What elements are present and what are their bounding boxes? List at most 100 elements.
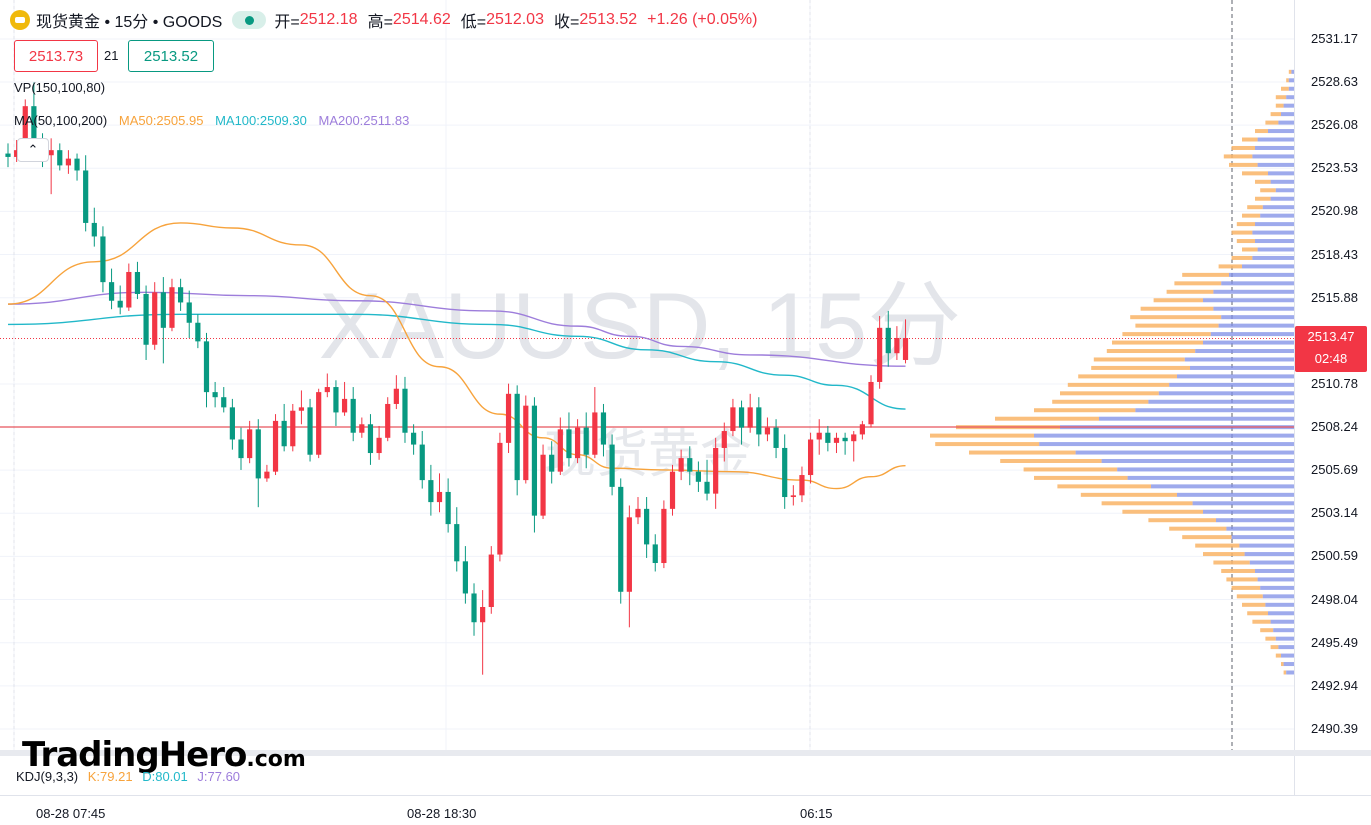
candle-body (22, 106, 28, 151)
candle-body (652, 544, 658, 564)
brand-suffix: .com (246, 747, 306, 772)
ma50-value: MA50:2505.95 (118, 113, 204, 128)
kdj-label: KDJ(9,3,3) (16, 769, 79, 784)
vp-up-bar (1236, 239, 1255, 244)
vp-down-bar (1192, 501, 1294, 506)
vp-up-bar (1060, 391, 1159, 396)
candle-body (152, 292, 158, 345)
candle-body (108, 282, 115, 301)
price-tick: 2523.53 (1311, 160, 1358, 176)
vp-up-bar (1078, 374, 1177, 379)
candle-body (367, 424, 374, 454)
vp-down-bar (1268, 171, 1294, 176)
candle-body (531, 405, 538, 516)
vp-up-bar (1182, 272, 1229, 277)
candle-body (626, 517, 632, 592)
vp-down-bar (1268, 611, 1294, 616)
vp-down-bar (1135, 408, 1294, 413)
candle-body (428, 480, 434, 503)
vp-up-bar (1057, 484, 1151, 489)
kdj-indicator-label[interactable]: KDJ(9,3,3) K:79.21 D:80.01 J:77.60 (16, 769, 246, 784)
vp-up-bar (1286, 78, 1289, 83)
vp-up-bar (1122, 509, 1203, 514)
candle-body (557, 429, 563, 472)
vp-down-bar (1218, 323, 1294, 328)
vp-up-bar (1242, 171, 1268, 176)
vp-down-bar (1216, 518, 1294, 523)
close-key: 收= (553, 14, 580, 31)
low-key: 低= (460, 14, 487, 31)
candle-body (316, 392, 322, 455)
candle-body (721, 431, 727, 448)
vp-up-bar (1260, 188, 1276, 193)
vp-down-bar (1291, 69, 1294, 74)
candle-body (229, 407, 235, 440)
vp-label: VP(150,100,80) (14, 80, 106, 95)
vp-down-bar (1203, 340, 1294, 345)
vp-up-bar (1242, 602, 1266, 607)
vp-up-bar (1000, 458, 1102, 463)
sell-price-button[interactable]: 2513.52 (128, 40, 214, 72)
candle-body (669, 471, 676, 509)
candle-body (695, 471, 701, 482)
vp-up-bar (1213, 560, 1250, 565)
market-status-icon[interactable] (232, 11, 267, 29)
symbol-header[interactable]: 现货黄金 • 15分 • GOODS 开= 2512.18 高= 2514.62 低… (10, 6, 757, 34)
vp-up-bar (1247, 611, 1268, 616)
vp-up-bar (1231, 585, 1261, 590)
vp-up-bar (1130, 315, 1222, 320)
candle-body (195, 322, 201, 342)
vp-indicator-label[interactable]: VP(150,100,80) (14, 80, 113, 95)
vp-down-bar (1034, 433, 1294, 438)
candle-body (359, 424, 365, 433)
candle-body (436, 491, 443, 503)
candle-body (497, 442, 503, 555)
candle-body (894, 337, 900, 354)
candle-body (773, 427, 779, 448)
vp-down-bar (1039, 442, 1294, 447)
candle-body (816, 432, 822, 440)
vp-down-bar (1190, 365, 1294, 370)
candle-body (644, 508, 650, 545)
candle-body (738, 407, 745, 428)
candle-body (730, 407, 736, 432)
vp-down-bar (1184, 357, 1294, 362)
price-tick: 2505.69 (1311, 462, 1358, 478)
candle-body (91, 222, 97, 237)
last-price-value: 2513.47 (1307, 329, 1355, 344)
candle-body (83, 170, 89, 223)
vp-up-bar (1101, 501, 1193, 506)
candle-body (134, 271, 141, 294)
candle-body (31, 106, 37, 146)
vp-up-bar (1221, 568, 1255, 573)
symbol-title[interactable]: 现货黄金 • 15分 • GOODS (36, 14, 223, 31)
buy-price-button[interactable]: 2513.73 (14, 40, 98, 72)
candle-body (298, 407, 305, 411)
vp-up-bar (1270, 645, 1279, 650)
vp-up-bar (1023, 467, 1118, 472)
vp-up-bar (1218, 264, 1242, 269)
candle-body (859, 424, 865, 435)
vp-down-bar (1281, 653, 1294, 658)
watermark-symbol: XAUUSD, 15分 (319, 273, 962, 378)
vp-down-bar (1231, 535, 1294, 540)
candle-body (549, 454, 555, 472)
vp-down-bar (1101, 458, 1294, 463)
vp-up-bar (1195, 543, 1240, 548)
vp-down-bar (1239, 543, 1294, 548)
vp-down-bar (1221, 281, 1294, 286)
ma-indicator-label[interactable]: MA(50,100,200) MA50:2505.95 MA100:2509.3… (14, 113, 417, 128)
time-tick: 08-28 07:45 (36, 806, 106, 821)
candle-body (902, 337, 909, 360)
vp-down-bar (1262, 205, 1294, 210)
grid-lines (0, 0, 1294, 750)
vp-up-bar (1135, 323, 1219, 328)
candle-body (238, 439, 244, 459)
vp-down-bar (1127, 475, 1294, 480)
candle-body (799, 475, 805, 496)
candle-body (704, 481, 710, 494)
open-key: 开= (274, 14, 300, 31)
collapse-legend-button[interactable]: ⌃ (17, 138, 49, 162)
pane-separator (0, 750, 1371, 756)
